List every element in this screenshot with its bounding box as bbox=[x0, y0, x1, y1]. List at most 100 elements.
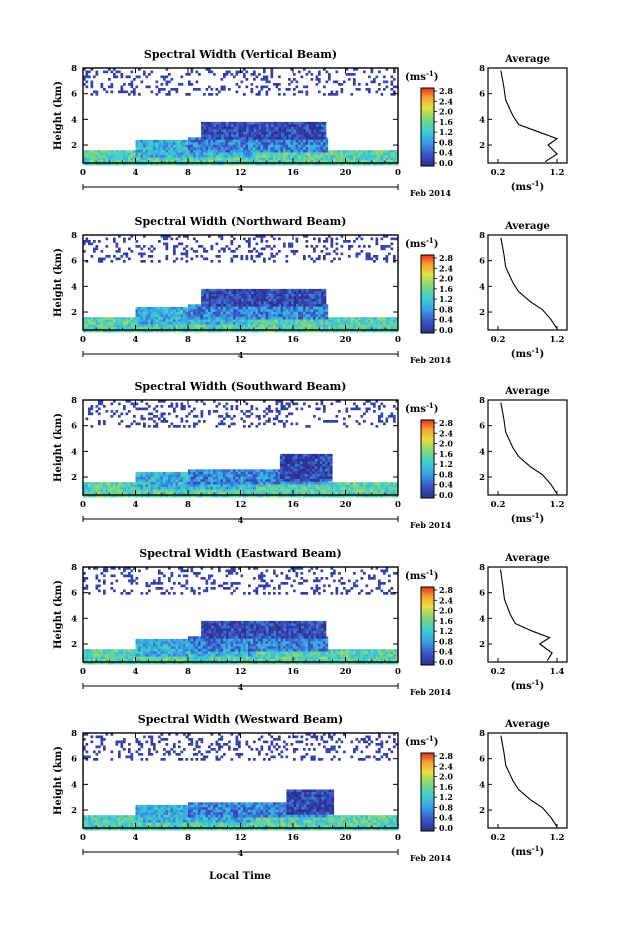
colorbar-tick-label: 0.4 bbox=[439, 315, 453, 325]
y-axis-title: Height (km) bbox=[53, 580, 64, 649]
panel-1: Spectral Width (Vertical Beam) 2 4 6 8 Height… bbox=[53, 48, 568, 198]
x-tick-label: 4 bbox=[133, 335, 139, 345]
average-x-tick-label: 1.2 bbox=[550, 168, 565, 178]
day-label: 4 bbox=[238, 515, 244, 525]
x-tick-label: 8 bbox=[185, 833, 191, 843]
date-label: Feb 2014 bbox=[410, 520, 451, 530]
colorbar-tick-label: 0.4 bbox=[439, 148, 453, 158]
colorbar-tick-label: 2.0 bbox=[439, 439, 453, 449]
colorbar-tick-label: 0.8 bbox=[439, 469, 453, 479]
y-axis-title: Height (km) bbox=[53, 746, 64, 815]
x-tick-label: 12 bbox=[235, 500, 247, 510]
colorbar-unit: (ms-1) bbox=[405, 734, 438, 748]
x-tick-label: 8 bbox=[185, 335, 191, 345]
colorbar-tick-label: 1.6 bbox=[439, 616, 453, 626]
colorbar-tick-label: 1.2 bbox=[439, 294, 453, 304]
x-tick-label: 0 bbox=[80, 500, 86, 510]
x-tick-label: 0 bbox=[395, 335, 401, 345]
x-tick-label: 0 bbox=[395, 833, 401, 843]
average-frame bbox=[487, 399, 568, 496]
colorbar-tick-label: 2.0 bbox=[439, 274, 453, 284]
x-tick-label: 20 bbox=[340, 667, 352, 677]
average-unit: (ms-1) bbox=[511, 179, 544, 193]
colorbar-tick-label: 2.8 bbox=[439, 253, 453, 263]
average-frame bbox=[487, 234, 568, 331]
x-tick-label: 12 bbox=[235, 667, 247, 677]
x-tick-label: 8 bbox=[185, 168, 191, 178]
x-tick-label: 4 bbox=[133, 500, 139, 510]
colorbar-tick-label: 2.8 bbox=[439, 585, 453, 595]
average-y-tick-label: 8 bbox=[479, 64, 485, 74]
average-x-tick-label: 0.2 bbox=[491, 667, 506, 677]
y-axis-title: Height (km) bbox=[53, 81, 64, 150]
average-title: Average bbox=[504, 553, 550, 564]
x-tick-label: 20 bbox=[340, 833, 352, 843]
y-tick-label: 6 bbox=[71, 422, 77, 432]
y-axis-title: Height (km) bbox=[53, 413, 64, 482]
colorbar-unit: (ms-1) bbox=[405, 236, 438, 250]
heatmap-cells bbox=[83, 235, 399, 333]
panel-title: Spectral Width (Vertical Beam) bbox=[144, 48, 337, 61]
colorbar-tick-label: 2.4 bbox=[439, 96, 453, 106]
average-y-tick-label: 4 bbox=[479, 115, 485, 125]
colorbar bbox=[420, 419, 435, 499]
colorbar-tick-label: 0.4 bbox=[439, 813, 453, 823]
average-title: Average bbox=[504, 221, 550, 232]
colorbar-tick-label: 2.0 bbox=[439, 772, 453, 782]
panel-title: Spectral Width (Northward Beam) bbox=[135, 215, 347, 228]
day-label: 4 bbox=[238, 183, 244, 193]
y-tick-label: 6 bbox=[71, 90, 77, 100]
average-x-tick-label: 1.2 bbox=[550, 833, 565, 843]
colorbar-tick-label: 2.4 bbox=[439, 263, 453, 273]
date-label: Feb 2014 bbox=[410, 355, 451, 365]
heatmap-cells bbox=[83, 733, 399, 831]
average-y-tick-label: 6 bbox=[479, 589, 485, 599]
average-y-tick-label: 4 bbox=[479, 282, 485, 292]
colorbar-tick-label: 0.0 bbox=[439, 823, 453, 833]
heatmap-cells bbox=[83, 400, 399, 498]
x-tick-label: 0 bbox=[395, 500, 401, 510]
average-y-tick-label: 6 bbox=[479, 755, 485, 765]
panel-title: Spectral Width (Eastward Beam) bbox=[139, 547, 341, 560]
colorbar bbox=[420, 254, 435, 334]
average-frame bbox=[487, 732, 568, 829]
y-tick-label: 8 bbox=[71, 64, 77, 74]
x-tick-label: 20 bbox=[340, 335, 352, 345]
y-tick-label: 2 bbox=[71, 473, 77, 483]
colorbar-tick-label: 1.2 bbox=[439, 626, 453, 636]
average-unit: (ms-1) bbox=[511, 346, 544, 360]
average-y-tick-label: 4 bbox=[479, 780, 485, 790]
colorbar-tick-label: 0.8 bbox=[439, 802, 453, 812]
average-y-tick-label: 8 bbox=[479, 563, 485, 573]
average-unit: (ms-1) bbox=[511, 678, 544, 692]
average-title: Average bbox=[504, 386, 550, 397]
colorbar-tick-label: 1.2 bbox=[439, 459, 453, 469]
colorbar-tick-label: 1.6 bbox=[439, 117, 453, 127]
day-label: 4 bbox=[238, 350, 244, 360]
y-tick-label: 2 bbox=[71, 806, 77, 816]
x-axis-title: Local Time bbox=[209, 871, 271, 882]
x-tick-label: 8 bbox=[185, 667, 191, 677]
y-tick-label: 4 bbox=[71, 780, 77, 790]
x-tick-label: 4 bbox=[133, 168, 139, 178]
x-tick-label: 16 bbox=[287, 168, 299, 178]
average-x-tick-label: 1.2 bbox=[550, 335, 565, 345]
x-tick-label: 16 bbox=[287, 335, 299, 345]
date-label: Feb 2014 bbox=[410, 687, 451, 697]
colorbar-tick-label: 0.0 bbox=[439, 325, 453, 335]
average-title: Average bbox=[504, 54, 550, 65]
y-tick-label: 2 bbox=[71, 308, 77, 318]
average-y-tick-label: 8 bbox=[479, 396, 485, 406]
colorbar-tick-label: 2.0 bbox=[439, 606, 453, 616]
date-label: Feb 2014 bbox=[410, 853, 451, 863]
average-profile-line bbox=[500, 735, 558, 828]
colorbar bbox=[420, 752, 435, 832]
colorbar-tick-label: 2.8 bbox=[439, 418, 453, 428]
day-label: 4 bbox=[238, 682, 244, 692]
panel-4: Spectral Width (Eastward Beam) 2 4 6 8 Height… bbox=[53, 547, 568, 697]
x-tick-label: 12 bbox=[235, 168, 247, 178]
panel-5: Spectral Width (Westward Beam) 2 4 6 8 Height… bbox=[53, 713, 568, 863]
average-y-tick-label: 2 bbox=[479, 308, 485, 318]
average-y-tick-label: 2 bbox=[479, 806, 485, 816]
y-tick-label: 4 bbox=[71, 115, 77, 125]
